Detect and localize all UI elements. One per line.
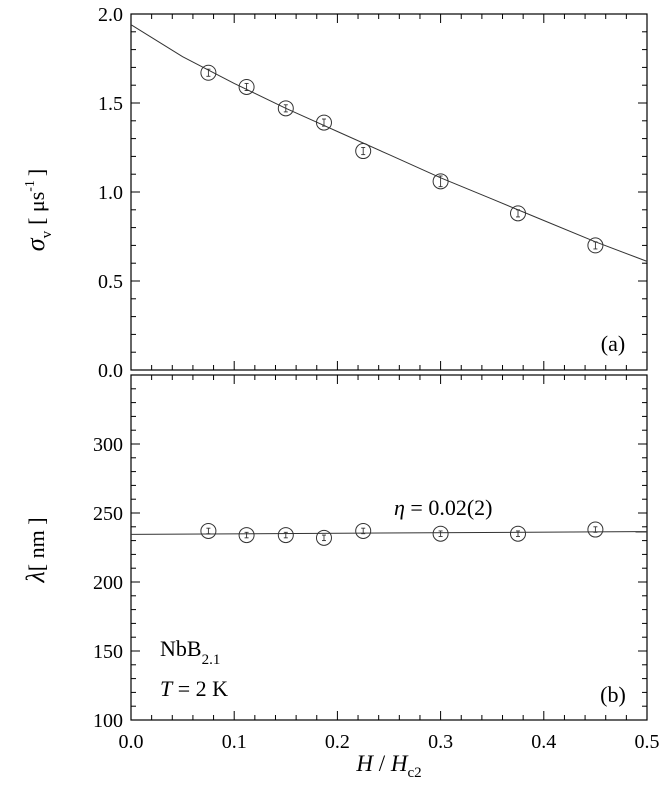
point-marker xyxy=(200,64,217,81)
panel-b-frame xyxy=(130,374,648,721)
data-point-a xyxy=(315,114,332,131)
point-marker xyxy=(200,522,217,539)
panel-a-frame xyxy=(130,13,648,371)
point-marker xyxy=(432,525,449,542)
sigma-symbol: σ xyxy=(21,237,50,251)
y-tick-label-b: 150 xyxy=(93,641,123,663)
data-point-b xyxy=(587,521,604,538)
data-point-a xyxy=(238,78,255,95)
x-tick-label: 0.2 xyxy=(325,731,350,753)
data-point-b xyxy=(200,522,217,539)
point-marker xyxy=(315,114,332,131)
point-marker xyxy=(238,527,255,544)
x-tick-label: 0.0 xyxy=(119,731,144,753)
y-unit-close-a: ] xyxy=(24,169,49,176)
point-marker xyxy=(277,527,294,544)
sample-name: NbB xyxy=(160,636,202,661)
point-marker xyxy=(587,521,604,538)
x-title-subscript: c2 xyxy=(407,765,421,781)
x-title-h: H xyxy=(355,751,374,776)
data-point-b xyxy=(355,522,372,539)
fit-curve-a xyxy=(130,24,648,262)
y-tick-label-a: 2.0 xyxy=(98,4,123,26)
data-point-a xyxy=(587,237,604,254)
panel-a-points xyxy=(200,64,604,254)
panel-b-label: (b) xyxy=(600,682,626,707)
point-marker xyxy=(355,143,372,160)
x-tick-label: 0.4 xyxy=(531,731,556,753)
x-title-slash: / xyxy=(373,751,391,776)
data-point-a xyxy=(432,173,449,190)
y-tick-label-b: 250 xyxy=(93,503,123,525)
panel-a: 0.0 0.5 1.0 1.5 2.0 (a) σv [ μs-1] xyxy=(21,4,648,382)
data-point-b xyxy=(238,527,255,544)
eta-annotation: η = 0.02(2) xyxy=(394,495,492,520)
eta-symbol: η xyxy=(394,495,405,520)
point-marker xyxy=(587,237,604,254)
panel-b-fit xyxy=(130,531,648,535)
data-point-a xyxy=(200,64,217,81)
point-marker xyxy=(510,205,526,222)
y-unit-b: [ nm ] xyxy=(24,517,49,571)
sample-subscript: 2.1 xyxy=(202,652,221,668)
panel-a-label: (a) xyxy=(601,331,625,356)
point-marker xyxy=(355,522,372,539)
y-tick-label-a: 0.0 xyxy=(98,360,123,382)
y-tick-label-a: 1.5 xyxy=(98,93,123,115)
x-tick-label: 0.5 xyxy=(635,731,660,753)
y-axis-title-a: σv [ μs-1] xyxy=(21,169,55,252)
sigma-subscript: v xyxy=(39,230,55,238)
temperature-value: = 2 K xyxy=(172,676,228,701)
x-axis-title: H / Hc2 xyxy=(355,751,421,781)
point-marker xyxy=(277,100,294,117)
y-tick-label-a: 0.5 xyxy=(98,271,123,293)
panel-a-fit xyxy=(130,24,648,262)
data-point-b xyxy=(315,529,332,546)
temperature-symbol: T xyxy=(160,676,174,701)
x-tick-label: 0.1 xyxy=(222,731,247,753)
point-marker xyxy=(510,525,526,542)
point-marker xyxy=(432,173,449,190)
point-marker xyxy=(315,529,332,546)
y-tick-label-b: 300 xyxy=(93,434,123,456)
fit-line-b xyxy=(130,531,648,535)
data-point-b xyxy=(277,527,294,544)
panel-b-points xyxy=(200,521,604,546)
panel-b: 0.0 0.1 0.2 0.3 0.4 0.5 100 150 200 250 300 (b) η … xyxy=(21,374,660,781)
y-tick-label-b: 200 xyxy=(93,572,123,594)
panel-b-ticks: 0.0 0.1 0.2 0.3 0.4 0.5 100 150 200 250 300 xyxy=(93,374,660,753)
point-marker xyxy=(238,78,255,95)
x-tick-label: 0.3 xyxy=(428,731,453,753)
data-point-b xyxy=(432,525,449,542)
panel-a-ticks: 0.0 0.5 1.0 1.5 2.0 xyxy=(98,4,648,382)
x-title-hc: H xyxy=(390,751,409,776)
data-point-a xyxy=(277,100,294,117)
data-point-a xyxy=(355,143,372,160)
y-tick-label-b: 100 xyxy=(93,710,123,732)
y-unit-sup-a: -1 xyxy=(23,180,38,192)
temperature-label: T = 2 K xyxy=(160,676,228,701)
data-point-a xyxy=(510,205,526,222)
eta-value: = 0.02(2) xyxy=(405,495,493,520)
y-axis-title-b: λ[ nm ] xyxy=(21,517,50,583)
y-unit-open-a: [ μs xyxy=(24,192,49,225)
sample-label: NbB2.1 xyxy=(160,636,220,668)
y-tick-label-a: 1.0 xyxy=(98,182,123,204)
lambda-symbol: λ xyxy=(21,571,50,583)
data-point-b xyxy=(510,525,526,542)
